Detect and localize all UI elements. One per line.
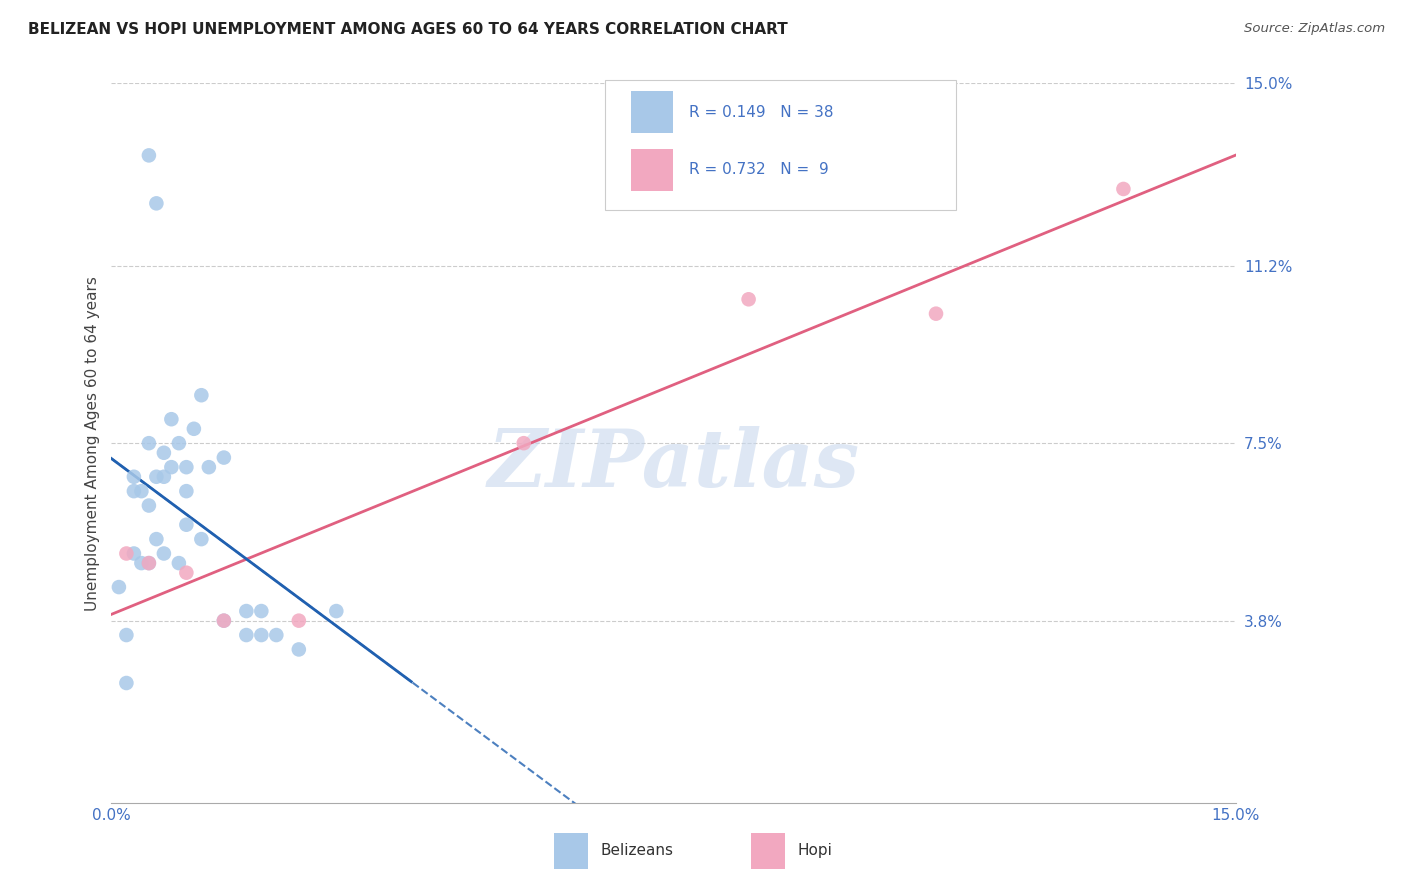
Point	[1112, 182, 1135, 196]
Point	[153, 469, 176, 483]
Point	[145, 196, 167, 211]
Point	[122, 469, 145, 483]
Point	[288, 614, 311, 628]
Point	[512, 436, 534, 450]
Point	[145, 469, 167, 483]
Point	[122, 484, 145, 499]
Point	[250, 604, 273, 618]
Point	[138, 556, 160, 570]
Point	[153, 446, 176, 460]
Point	[250, 628, 273, 642]
Point	[235, 628, 257, 642]
Text: Source: ZipAtlas.com: Source: ZipAtlas.com	[1244, 22, 1385, 36]
Point	[288, 642, 311, 657]
Point	[176, 484, 198, 499]
Text: Belizeans: Belizeans	[600, 844, 673, 858]
Text: ZIPatlas: ZIPatlas	[488, 426, 859, 503]
Point	[176, 566, 198, 580]
Point	[115, 547, 138, 561]
Point	[131, 484, 153, 499]
Point	[737, 293, 759, 307]
Point	[183, 422, 205, 436]
Point	[198, 460, 221, 475]
Point	[266, 628, 288, 642]
Y-axis label: Unemployment Among Ages 60 to 64 years: Unemployment Among Ages 60 to 64 years	[86, 276, 100, 611]
Point	[190, 388, 212, 402]
Text: R = 0.149   N = 38: R = 0.149 N = 38	[689, 104, 834, 120]
Point	[212, 614, 235, 628]
Point	[176, 460, 198, 475]
Point	[190, 532, 212, 546]
Point	[138, 148, 160, 162]
Point	[138, 499, 160, 513]
Text: BELIZEAN VS HOPI UNEMPLOYMENT AMONG AGES 60 TO 64 YEARS CORRELATION CHART: BELIZEAN VS HOPI UNEMPLOYMENT AMONG AGES…	[28, 22, 787, 37]
Point	[212, 614, 235, 628]
Text: R = 0.732   N =  9: R = 0.732 N = 9	[689, 162, 828, 178]
Point	[115, 628, 138, 642]
Point	[160, 460, 183, 475]
Point	[131, 556, 153, 570]
Point	[160, 412, 183, 426]
Point	[325, 604, 347, 618]
Point	[167, 436, 190, 450]
Point	[138, 556, 160, 570]
Point	[235, 604, 257, 618]
Point	[145, 532, 167, 546]
Point	[115, 676, 138, 690]
Point	[176, 517, 198, 532]
Point	[122, 547, 145, 561]
Point	[167, 556, 190, 570]
Point	[108, 580, 131, 594]
Point	[212, 450, 235, 465]
Point	[153, 547, 176, 561]
Point	[138, 436, 160, 450]
Point	[925, 307, 948, 321]
Text: Hopi: Hopi	[797, 844, 832, 858]
